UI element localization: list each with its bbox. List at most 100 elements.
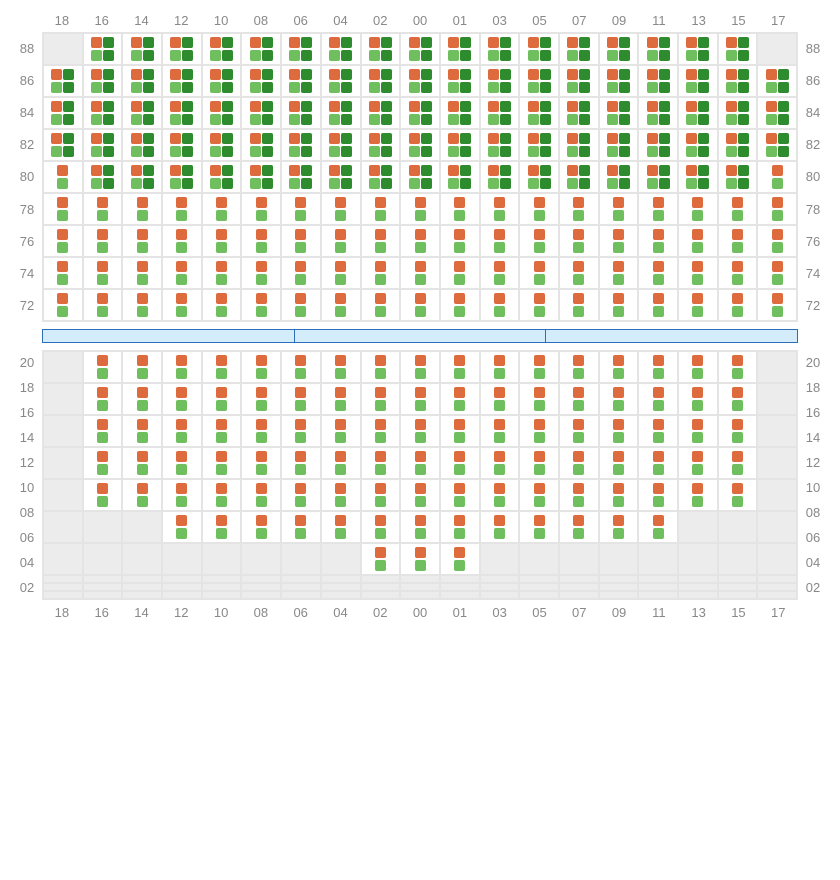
cell[interactable] <box>321 479 361 511</box>
cell[interactable] <box>241 289 281 321</box>
cell[interactable] <box>757 479 797 511</box>
cell[interactable] <box>321 289 361 321</box>
cell[interactable] <box>43 383 83 415</box>
cell[interactable] <box>43 33 83 65</box>
cell[interactable] <box>440 289 480 321</box>
cell[interactable] <box>162 511 202 543</box>
cell[interactable] <box>599 97 639 129</box>
cell[interactable] <box>638 543 678 575</box>
cell[interactable] <box>202 225 242 257</box>
cell[interactable] <box>83 289 123 321</box>
cell[interactable] <box>599 289 639 321</box>
cell[interactable] <box>43 575 83 583</box>
cell[interactable] <box>718 129 758 161</box>
cell[interactable] <box>599 351 639 383</box>
cell[interactable] <box>480 97 520 129</box>
cell[interactable] <box>361 225 401 257</box>
cell[interactable] <box>440 161 480 193</box>
cell[interactable] <box>241 591 281 599</box>
cell[interactable] <box>519 225 559 257</box>
cell[interactable] <box>83 193 123 225</box>
cell[interactable] <box>678 161 718 193</box>
cell[interactable] <box>162 447 202 479</box>
cell[interactable] <box>559 511 599 543</box>
cell[interactable] <box>480 351 520 383</box>
cell[interactable] <box>202 383 242 415</box>
cell[interactable] <box>361 591 401 599</box>
cell[interactable] <box>638 97 678 129</box>
cell[interactable] <box>202 161 242 193</box>
cell[interactable] <box>599 479 639 511</box>
cell[interactable] <box>480 583 520 591</box>
cell[interactable] <box>559 225 599 257</box>
cell[interactable] <box>519 447 559 479</box>
cell[interactable] <box>638 289 678 321</box>
cell[interactable] <box>361 383 401 415</box>
cell[interactable] <box>162 193 202 225</box>
cell[interactable] <box>202 97 242 129</box>
cell[interactable] <box>718 161 758 193</box>
cell[interactable] <box>718 575 758 583</box>
cell[interactable] <box>480 65 520 97</box>
cell[interactable] <box>321 33 361 65</box>
cell[interactable] <box>122 193 162 225</box>
cell[interactable] <box>281 447 321 479</box>
cell[interactable] <box>281 511 321 543</box>
cell[interactable] <box>400 289 440 321</box>
cell[interactable] <box>678 583 718 591</box>
cell[interactable] <box>519 351 559 383</box>
cell[interactable] <box>122 575 162 583</box>
cell[interactable] <box>757 447 797 479</box>
cell[interactable] <box>638 447 678 479</box>
cell[interactable] <box>122 583 162 591</box>
cell[interactable] <box>281 351 321 383</box>
cell[interactable] <box>678 511 718 543</box>
cell[interactable] <box>599 575 639 583</box>
cell[interactable] <box>757 257 797 289</box>
cell[interactable] <box>361 575 401 583</box>
cell[interactable] <box>83 65 123 97</box>
cell[interactable] <box>122 225 162 257</box>
cell[interactable] <box>361 415 401 447</box>
cell[interactable] <box>122 161 162 193</box>
cell[interactable] <box>757 591 797 599</box>
cell[interactable] <box>83 583 123 591</box>
cell[interactable] <box>400 257 440 289</box>
cell[interactable] <box>361 97 401 129</box>
cell[interactable] <box>559 193 599 225</box>
cell[interactable] <box>440 447 480 479</box>
cell[interactable] <box>480 289 520 321</box>
cell[interactable] <box>678 591 718 599</box>
cell[interactable] <box>519 289 559 321</box>
cell[interactable] <box>122 289 162 321</box>
cell[interactable] <box>400 193 440 225</box>
cell[interactable] <box>519 415 559 447</box>
cell[interactable] <box>638 415 678 447</box>
cell[interactable] <box>440 193 480 225</box>
cell[interactable] <box>718 591 758 599</box>
cell[interactable] <box>43 583 83 591</box>
cell[interactable] <box>400 129 440 161</box>
cell[interactable] <box>440 383 480 415</box>
cell[interactable] <box>43 543 83 575</box>
cell[interactable] <box>281 225 321 257</box>
cell[interactable] <box>361 161 401 193</box>
cell[interactable] <box>757 193 797 225</box>
cell[interactable] <box>480 415 520 447</box>
cell[interactable] <box>83 575 123 583</box>
cell[interactable] <box>241 351 281 383</box>
cell[interactable] <box>440 575 480 583</box>
cell[interactable] <box>281 129 321 161</box>
cell[interactable] <box>400 511 440 543</box>
cell[interactable] <box>599 257 639 289</box>
cell[interactable] <box>638 583 678 591</box>
cell[interactable] <box>400 583 440 591</box>
cell[interactable] <box>440 97 480 129</box>
cell[interactable] <box>83 97 123 129</box>
cell[interactable] <box>718 479 758 511</box>
cell[interactable] <box>678 193 718 225</box>
cell[interactable] <box>519 543 559 575</box>
cell[interactable] <box>559 591 599 599</box>
cell[interactable] <box>440 591 480 599</box>
cell[interactable] <box>241 583 281 591</box>
